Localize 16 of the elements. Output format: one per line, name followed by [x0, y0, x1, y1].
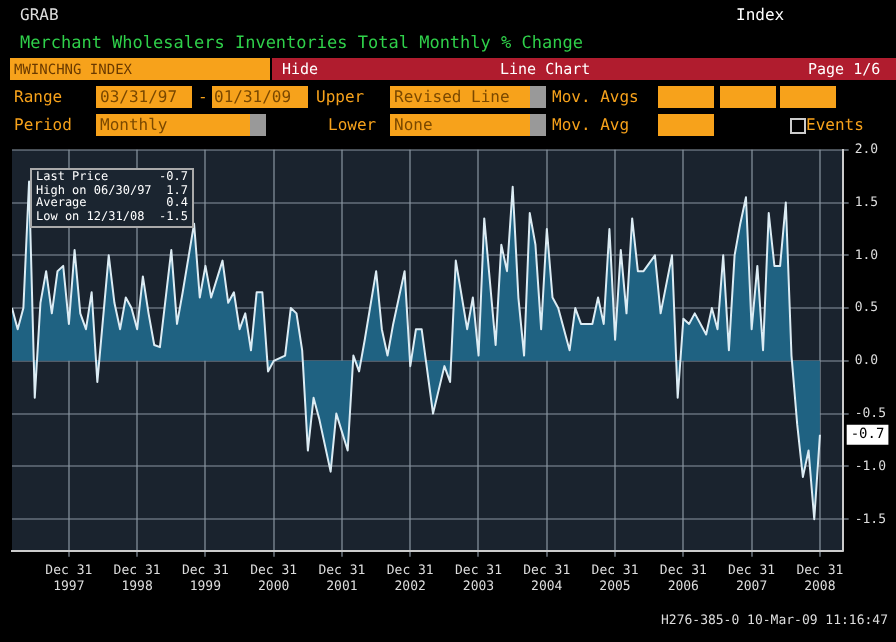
- text: Index: [736, 6, 785, 26]
- text: Period: [14, 116, 72, 136]
- text: Range: [14, 88, 63, 108]
- text: None: [394, 116, 433, 136]
- text: Events: [806, 116, 864, 136]
- text: Lower: [328, 116, 377, 136]
- text: Mov. Avgs: [552, 88, 639, 108]
- text: 01/31/09: [214, 88, 292, 108]
- text: Upper: [316, 88, 365, 108]
- text: Monthly: [100, 116, 168, 136]
- text: 03/31/97: [100, 88, 178, 108]
- text: GRAB: [20, 6, 59, 26]
- chart-title: Merchant Wholesalers Inventories Total Monthly % Change: [20, 34, 583, 54]
- text: Revised Line: [394, 88, 510, 108]
- text: -: [198, 88, 208, 108]
- text: Mov. Avg: [552, 116, 630, 136]
